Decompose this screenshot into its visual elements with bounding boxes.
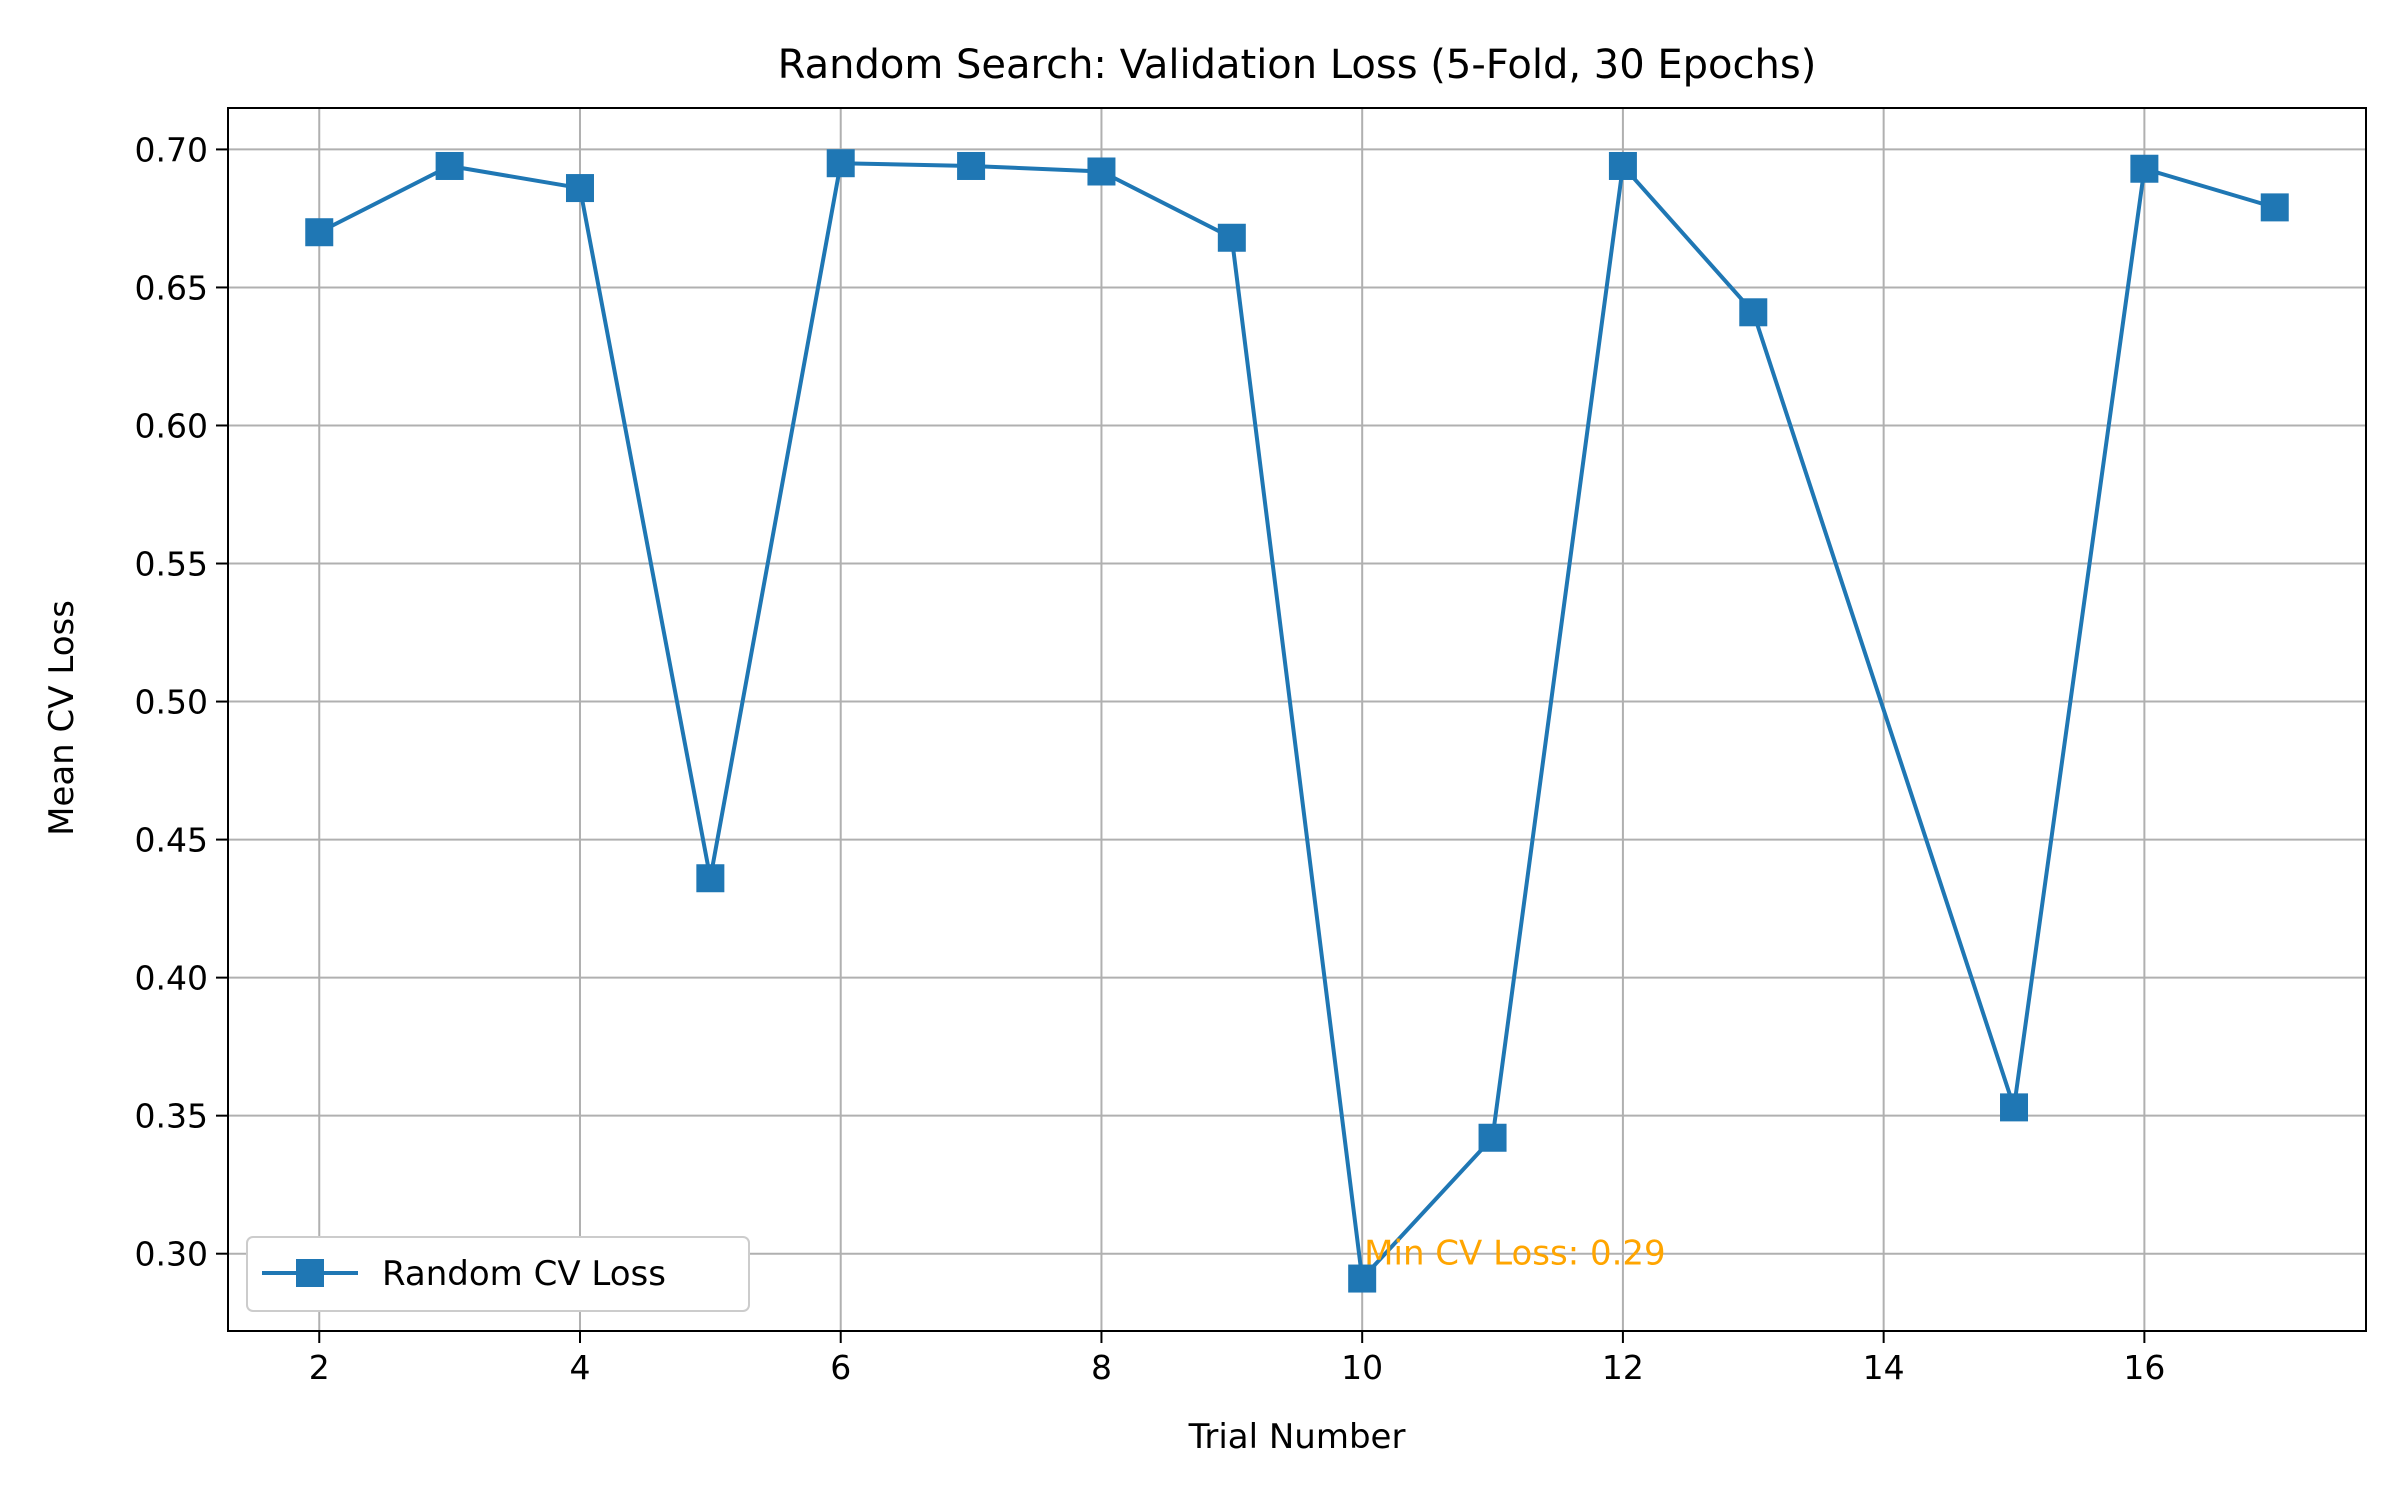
x-tick-label: 16 (2123, 1348, 2165, 1387)
data-point (1217, 223, 1246, 252)
y-tick-label: 0.55 (135, 545, 208, 584)
data-point (957, 151, 986, 180)
y-tick-label: 0.60 (135, 406, 208, 445)
y-tick-label: 0.30 (135, 1235, 208, 1274)
y-tick-label: 0.50 (135, 683, 208, 722)
plot-area-frame (227, 107, 2367, 1332)
data-point (435, 151, 464, 180)
legend-box (246, 1236, 750, 1312)
y-tick-label: 0.45 (135, 821, 208, 860)
data-point (1608, 151, 1637, 180)
legend-marker-swatch (296, 1259, 324, 1287)
x-tick-label: 2 (309, 1348, 330, 1387)
data-point (1478, 1123, 1507, 1152)
x-tick-label: 4 (569, 1348, 590, 1387)
data-point (305, 218, 334, 247)
data-point (2260, 193, 2289, 222)
data-point (1739, 298, 1768, 327)
legend-entry-random-cv-loss: Random CV Loss (382, 1254, 666, 1294)
y-tick-label: 0.70 (135, 130, 208, 169)
x-tick-label: 8 (1091, 1348, 1112, 1387)
x-tick-label: 10 (1341, 1348, 1383, 1387)
data-point (826, 149, 855, 178)
x-tick-label: 14 (1863, 1348, 1905, 1387)
y-tick-label: 0.40 (135, 959, 208, 998)
y-tick-label: 0.35 (135, 1097, 208, 1136)
min-loss-annotation: Min CV Loss: 0.29 (1364, 1234, 1665, 1274)
data-point (565, 174, 594, 203)
chart-title: Random Search: Validation Loss (5-Fold, … (778, 42, 1817, 88)
legend: Random CV Loss (246, 1236, 750, 1312)
data-point (2130, 154, 2159, 183)
y-axis-label: Mean CV Loss (42, 600, 82, 836)
data-point (2000, 1093, 2029, 1122)
y-tick-label: 0.65 (135, 268, 208, 307)
x-axis-label: Trial Number (1188, 1417, 1406, 1457)
data-point (1087, 157, 1116, 186)
series-layer (305, 149, 2289, 1293)
x-tick-label: 12 (1602, 1348, 1644, 1387)
data-point (696, 864, 725, 893)
data-point (1348, 1264, 1377, 1293)
ticks: 2 4 6 8 10 12 14 16 0.30 0.35 0.40 0.45 0.50 0.55 0.60… (135, 130, 2166, 1387)
x-tick-label: 6 (830, 1348, 851, 1387)
